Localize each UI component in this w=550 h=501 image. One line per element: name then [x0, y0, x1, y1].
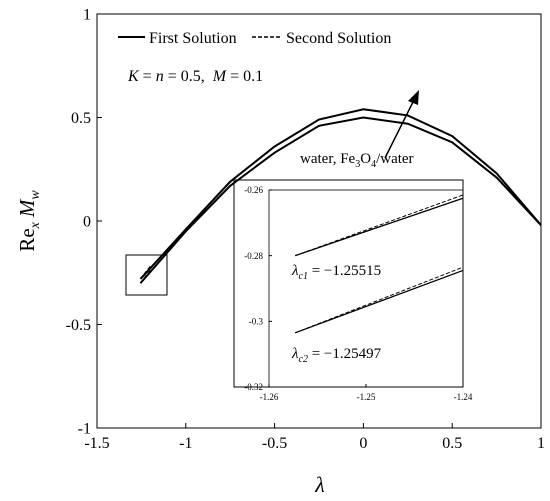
- x-tick-label: -1: [179, 435, 192, 452]
- x-tick-label: 0: [359, 435, 367, 452]
- arrow-head: [408, 90, 419, 105]
- x-tick-label: 0.5: [442, 435, 462, 452]
- inset-y-tick-label: -0.26: [244, 185, 263, 195]
- zoom-box: [125, 254, 168, 296]
- inset-series-line: [294, 269, 464, 334]
- critical-symbol: λ: [291, 263, 299, 279]
- y-tick-label: -0.5: [66, 317, 91, 334]
- inset-x-tick-label: -1.24: [454, 392, 473, 402]
- inset-y-tick-label: -0.3: [249, 316, 264, 326]
- x-axis-label: λ: [314, 472, 325, 497]
- series-line: [139, 266, 151, 280]
- series-line: [139, 270, 151, 284]
- critical-label: λc1 = −1.25515: [291, 263, 381, 282]
- condition-label: K = n = 0.5, M = 0.1: [127, 68, 263, 85]
- arrow-label-sub: 4: [371, 159, 376, 170]
- arrow-label-part: water, Fe: [300, 151, 356, 167]
- arrow-label-part: /water: [376, 151, 413, 167]
- inset-series-line: [294, 197, 464, 257]
- inset-x-tick-label: -1.26: [260, 392, 279, 402]
- critical-value: = −1.25515: [308, 263, 381, 279]
- critical-sub: c2: [299, 354, 308, 365]
- condition-part: M: [212, 68, 228, 85]
- y-tick-label: 0.5: [71, 110, 91, 127]
- y-tick-label: -1: [78, 421, 91, 438]
- y-label-sub: x: [28, 221, 43, 229]
- y-label-part: M: [15, 198, 39, 218]
- legend-label: Second Solution: [286, 30, 391, 47]
- condition-part: = 0.5,: [164, 68, 209, 85]
- y-label-sub: w: [28, 190, 43, 200]
- series-line: [139, 108, 542, 280]
- x-tick-label: 1: [537, 435, 545, 452]
- y-axis-label: RexMw: [15, 190, 43, 252]
- condition-part: = 0.1: [226, 68, 263, 85]
- legend-label: First Solution: [149, 30, 237, 47]
- condition-part: K: [127, 68, 140, 85]
- y-label-part: Re: [15, 228, 39, 251]
- condition-part: n: [156, 68, 164, 85]
- arrow-label-part: O: [360, 151, 371, 167]
- series-line: [139, 116, 542, 284]
- critical-sub: c1: [299, 271, 308, 282]
- x-tick-label: -0.5: [262, 435, 287, 452]
- arrow-label-sub: 3: [355, 159, 360, 170]
- x-tick-label: -1.5: [84, 435, 109, 452]
- arrow: [384, 99, 415, 159]
- critical-label: λc2 = −1.25497: [291, 346, 382, 365]
- inset-x-tick-label: -1.25: [357, 392, 376, 402]
- critical-symbol: λ: [291, 346, 299, 362]
- inset-series-line: [295, 266, 464, 334]
- critical-value: = −1.25497: [308, 346, 382, 362]
- inset-y-tick-label: -0.32: [244, 382, 263, 392]
- arrow-label: water, Fe3O4/water: [300, 151, 414, 170]
- y-tick-label: 1: [83, 7, 91, 24]
- y-tick-label: 0: [83, 214, 91, 231]
- inset-y-tick-label: -0.28: [244, 251, 263, 261]
- condition-part: =: [139, 68, 156, 85]
